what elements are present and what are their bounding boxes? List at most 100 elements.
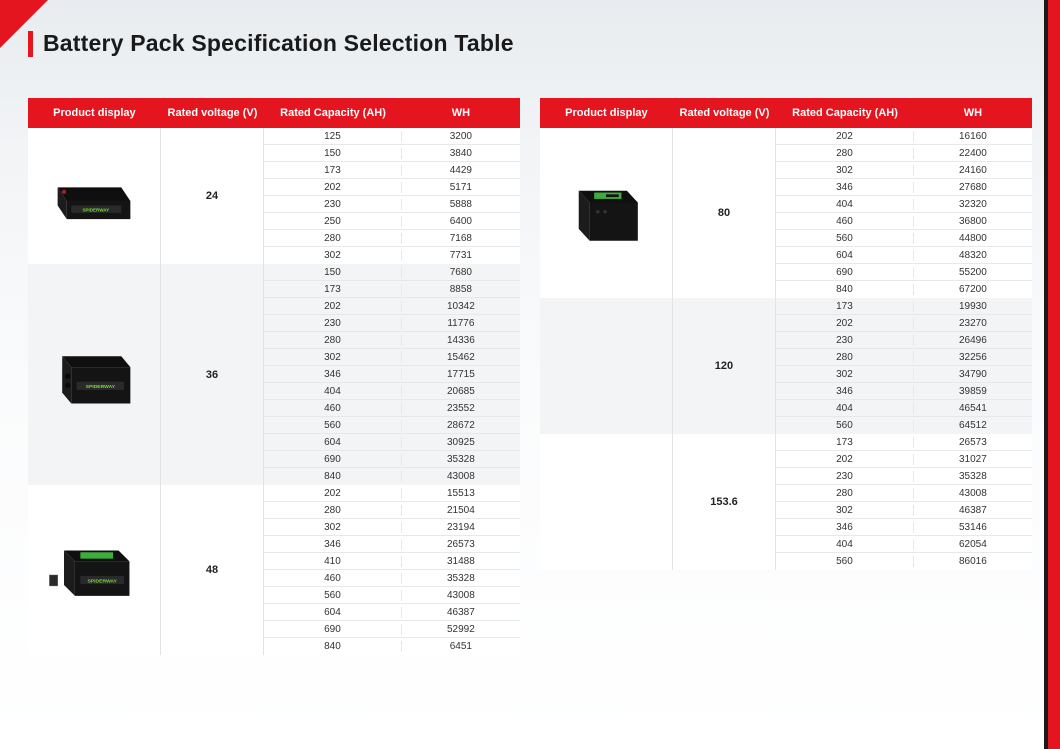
product-display-cell: SPIDERWAY [28, 264, 161, 485]
wh-cell: 46541 [914, 403, 1032, 414]
hdr-product-display: Product display [28, 103, 161, 123]
table-row: 60430925 [264, 434, 520, 451]
capacity-cell: 560 [264, 590, 402, 601]
capacity-cell: 404 [776, 403, 914, 414]
product-image-battery-cube [556, 168, 656, 259]
capacity-cell: 410 [264, 556, 402, 567]
capacity-cell: 280 [776, 352, 914, 363]
capacity-cell: 250 [264, 216, 402, 227]
capacity-cell: 604 [264, 437, 402, 448]
wh-cell: 46387 [402, 607, 520, 618]
capacity-cell: 840 [264, 641, 402, 652]
wh-cell: 32320 [914, 199, 1032, 210]
capacity-cell: 125 [264, 131, 402, 142]
table-row: 56086016 [776, 553, 1032, 570]
product-image-battery-top: SPIDERWAY [44, 525, 144, 616]
capacity-cell: 202 [776, 454, 914, 465]
wh-cell: 5171 [402, 182, 520, 193]
table-row: 56044800 [776, 230, 1032, 247]
capacity-cell: 173 [776, 301, 914, 312]
capacity-cell: 404 [776, 199, 914, 210]
wh-cell: 55200 [914, 267, 1032, 278]
wh-cell: 7168 [402, 233, 520, 244]
capacity-cell: 280 [264, 335, 402, 346]
wh-cell: 28672 [402, 420, 520, 431]
spec-rows: 1507680173885820210342230117762801433630… [264, 264, 520, 485]
product-display-cell [540, 128, 673, 298]
wh-cell: 35328 [914, 471, 1032, 482]
title-accent-bar [28, 31, 33, 57]
table-row: 46035328 [264, 570, 520, 587]
spec-rows: 2021616028022400302241603462768040432320… [776, 128, 1032, 298]
hdr-rated-voltage: Rated voltage (V) [673, 103, 776, 123]
table-row: 8406451 [264, 638, 520, 655]
wh-cell: 26573 [402, 539, 520, 550]
wh-cell: 17715 [402, 369, 520, 380]
capacity-cell: 202 [264, 488, 402, 499]
wh-cell: 15513 [402, 488, 520, 499]
table-row: 69055200 [776, 264, 1032, 281]
table-row: 40420685 [264, 383, 520, 400]
capacity-cell: 460 [776, 216, 914, 227]
voltage-group: SPIDERWAY 241253200150384017344292025171… [28, 128, 520, 264]
voltage-group: SPIDERWAY 482021551328021504302231943462… [28, 485, 520, 655]
capacity-cell: 202 [776, 131, 914, 142]
voltage-group: 153.617326573202310272303532828043008302… [540, 434, 1032, 570]
spec-rows: 1732657320231027230353282804300830246387… [776, 434, 1032, 570]
wh-cell: 43008 [402, 471, 520, 482]
wh-cell: 43008 [914, 488, 1032, 499]
wh-cell: 34790 [914, 369, 1032, 380]
table-row: 1503840 [264, 145, 520, 162]
table-row: 84067200 [776, 281, 1032, 298]
table-row: 56028672 [264, 417, 520, 434]
hdr-wh: WH [914, 103, 1032, 123]
wh-cell: 35328 [402, 573, 520, 584]
table-row: 60448320 [776, 247, 1032, 264]
table-row: 1734429 [264, 162, 520, 179]
capacity-cell: 840 [264, 471, 402, 482]
wh-cell: 52992 [402, 624, 520, 635]
table-row: 56064512 [776, 417, 1032, 434]
edge-accent-right [1048, 0, 1060, 749]
table-row: 30224160 [776, 162, 1032, 179]
hdr-product-display: Product display [540, 103, 673, 123]
wh-cell: 3200 [402, 131, 520, 142]
table-row: 1253200 [264, 128, 520, 145]
capacity-cell: 230 [264, 318, 402, 329]
capacity-cell: 302 [264, 250, 402, 261]
wh-cell: 16160 [914, 131, 1032, 142]
wh-cell: 31027 [914, 454, 1032, 465]
rated-voltage-cell: 153.6 [673, 434, 776, 570]
left-groups: SPIDERWAY 241253200150384017344292025171… [28, 128, 520, 655]
table-row: 34617715 [264, 366, 520, 383]
table-row: 34653146 [776, 519, 1032, 536]
wh-cell: 26573 [914, 437, 1032, 448]
table-row: 69035328 [264, 451, 520, 468]
table-row: 34626573 [264, 536, 520, 553]
wh-cell: 15462 [402, 352, 520, 363]
hdr-rated-capacity: Rated Capacity (AH) [776, 103, 914, 123]
table-row: 40446541 [776, 400, 1032, 417]
svg-text:SPIDERWAY: SPIDERWAY [86, 384, 116, 390]
page-title: Battery Pack Specification Selection Tab… [43, 30, 514, 57]
wh-cell: 27680 [914, 182, 1032, 193]
wh-cell: 86016 [914, 556, 1032, 567]
capacity-cell: 280 [264, 233, 402, 244]
table-row: 40462054 [776, 536, 1032, 553]
wh-cell: 26496 [914, 335, 1032, 346]
capacity-cell: 690 [264, 454, 402, 465]
table-row: 20231027 [776, 451, 1032, 468]
capacity-cell: 302 [776, 505, 914, 516]
table-row: 41031488 [264, 553, 520, 570]
capacity-cell: 560 [776, 420, 914, 431]
wh-cell: 7680 [402, 267, 520, 278]
capacity-cell: 302 [264, 352, 402, 363]
capacity-cell: 460 [264, 573, 402, 584]
capacity-cell: 173 [264, 284, 402, 295]
capacity-cell: 604 [776, 250, 914, 261]
capacity-cell: 560 [776, 556, 914, 567]
wh-cell: 21504 [402, 505, 520, 516]
wh-cell: 30925 [402, 437, 520, 448]
table-row: 56043008 [264, 587, 520, 604]
capacity-cell: 404 [264, 386, 402, 397]
